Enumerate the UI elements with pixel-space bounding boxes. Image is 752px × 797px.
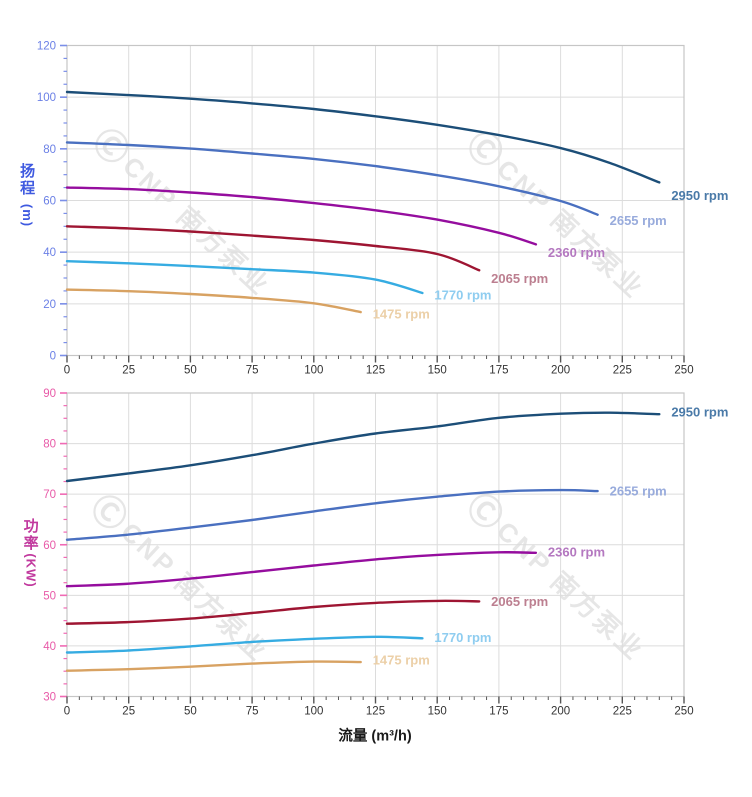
x-tick-label: 75 xyxy=(246,365,259,377)
x-tick-label: 100 xyxy=(304,365,323,377)
y-tick-label: 80 xyxy=(43,144,56,156)
y-tick-label: 30 xyxy=(43,692,56,704)
x-tick-label: 150 xyxy=(428,365,447,377)
curve-label-2360-rpm: 2360 rpm xyxy=(548,245,605,260)
curve-2950-rpm xyxy=(65,411,661,483)
y-tick-label: 40 xyxy=(43,247,56,259)
y-axis-title-char: 功 xyxy=(23,518,39,535)
x-tick-label: 125 xyxy=(366,365,385,377)
y-tick-label: 40 xyxy=(43,641,56,653)
y-axis-title-char: 率 xyxy=(23,535,39,552)
curve-2655-rpm xyxy=(65,488,599,541)
curve-label-1770-rpm: 1770 rpm xyxy=(434,287,491,302)
y-tick-label: 0 xyxy=(50,351,56,363)
curve-label-2655-rpm: 2655 rpm xyxy=(610,213,667,228)
y-tick-label: 120 xyxy=(37,41,56,53)
x-tick-label: 225 xyxy=(613,706,632,718)
x-tick-label: 0 xyxy=(64,706,70,718)
curve-label-1475-rpm: 1475 rpm xyxy=(373,307,430,322)
curve-2950-rpm xyxy=(65,90,661,184)
curve-label-2065-rpm: 2065 rpm xyxy=(491,594,548,609)
curve-2360-rpm xyxy=(65,186,538,246)
x-tick-label: 25 xyxy=(122,365,135,377)
curve-label-2950-rpm: 2950 rpm xyxy=(671,405,728,420)
curve-1770-rpm xyxy=(65,635,424,654)
curve-2360-rpm xyxy=(65,551,538,588)
y-tick-label: 90 xyxy=(43,388,56,400)
y-axis-title-unit: (KW) xyxy=(23,553,39,588)
x-tick-label: 175 xyxy=(489,365,508,377)
x-tick-label: 200 xyxy=(551,706,570,718)
y-tick-label: 20 xyxy=(43,299,56,311)
curve-label-2655-rpm: 2655 rpm xyxy=(610,484,667,499)
x-axis-title: 流量 (m³/h) xyxy=(338,728,412,745)
y-tick-label: 60 xyxy=(43,540,56,552)
x-tick-label: 75 xyxy=(246,706,259,718)
curve-2065-rpm xyxy=(65,599,481,625)
x-tick-label: 100 xyxy=(304,706,323,718)
y-axis-title-head: 扬程 (m) xyxy=(16,163,39,228)
y-tick-label: 70 xyxy=(43,489,56,501)
x-tick-label: 0 xyxy=(64,365,70,377)
y-tick-label: 100 xyxy=(37,92,56,104)
x-tick-label: 50 xyxy=(184,706,197,718)
x-tick-label: 250 xyxy=(674,365,693,377)
curve-1770-rpm xyxy=(65,260,424,295)
x-tick-label: 175 xyxy=(489,706,508,718)
curve-2655-rpm xyxy=(65,141,599,216)
x-tick-label: 150 xyxy=(428,706,447,718)
y-axis-title-power: 功率 (KW) xyxy=(14,518,48,588)
y-tick-label: 50 xyxy=(43,590,56,602)
x-tick-label: 50 xyxy=(184,365,197,377)
x-tick-label: 25 xyxy=(122,706,135,718)
x-tick-label: 125 xyxy=(366,706,385,718)
y-axis-title-unit: (m) xyxy=(20,203,36,228)
y-axis-title-char: 程 xyxy=(20,180,36,197)
x-tick-label: 250 xyxy=(674,706,693,718)
x-tick-label: 200 xyxy=(551,365,570,377)
y-tick-label: 60 xyxy=(43,196,56,208)
curve-2065-rpm xyxy=(65,225,481,272)
head-chart: 0 20 40 60 80 100 120 0 25 50 75 100 125 150 175 200 225… xyxy=(37,41,729,377)
x-tick-label: 225 xyxy=(613,365,632,377)
power-chart: 30 40 50 60 70 80 90 0 25 50 75 100 125 150 175 200 225 2… xyxy=(43,388,728,718)
y-tick-label: 80 xyxy=(43,439,56,451)
curve-label-1770-rpm: 1770 rpm xyxy=(434,630,491,645)
curve-label-2065-rpm: 2065 rpm xyxy=(491,271,548,286)
curve-1475-rpm xyxy=(65,288,362,314)
curve-label-2360-rpm: 2360 rpm xyxy=(548,544,605,559)
curve-label-1475-rpm: 1475 rpm xyxy=(373,653,430,668)
curve-1475-rpm xyxy=(65,660,362,672)
y-axis-title-char: 扬 xyxy=(20,163,36,180)
curve-label-2950-rpm: 2950 rpm xyxy=(671,188,728,203)
